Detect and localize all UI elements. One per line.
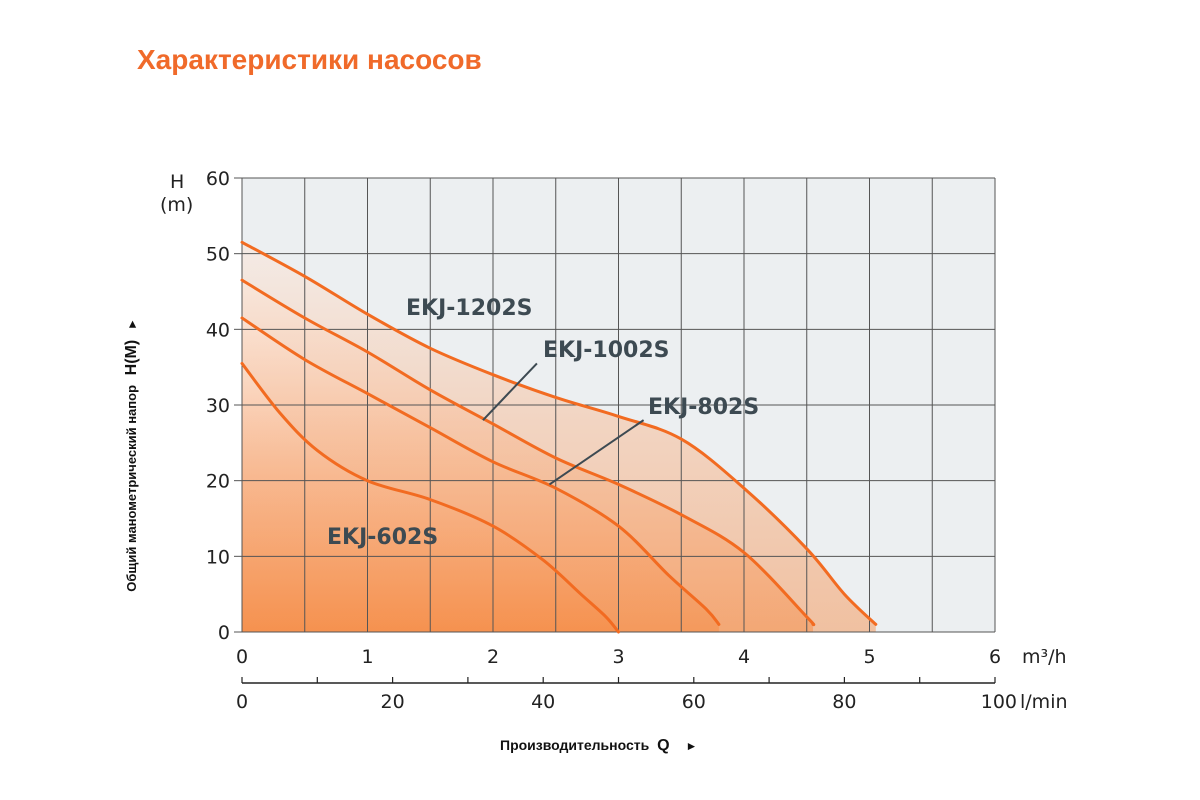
x-axis-arrow-icon: ► (685, 739, 698, 753)
series-label-EKJ-602S: EKJ-602S (327, 525, 438, 550)
x-axis-symbol: Q (657, 737, 670, 754)
x-unit-lmin: l/min (1020, 691, 1068, 713)
x-tick-label-m3h: 4 (738, 646, 750, 668)
series-line-EKJ-1202S (240, 240, 878, 626)
x-tick-label-lmin: 80 (832, 691, 856, 713)
series-line-EKJ-1002S (240, 278, 816, 627)
series-label-EKJ-1002S: EKJ-1002S (543, 338, 669, 363)
y-axis-arrow-icon: ► (125, 318, 139, 331)
x-tick-label-m3h: 6 (989, 646, 1001, 668)
y-unit-symbol: H (170, 171, 184, 193)
x-unit-m3h: m³/h (1022, 646, 1067, 668)
x-tick-label-lmin: 0 (236, 691, 248, 713)
y-tick-label: 10 (206, 546, 230, 568)
x-tick-label-lmin: 100 (981, 691, 1017, 713)
x-tick-label-m3h: 3 (612, 646, 624, 668)
y-tick-label: 50 (206, 244, 230, 266)
x-tick-label-m3h: 5 (863, 646, 875, 668)
x-axis-label: Производительность (500, 737, 650, 753)
y-axis-title: Общий манометрический напор H(М) ► (123, 318, 141, 591)
x-tick-label-lmin: 40 (531, 691, 555, 713)
x-tick-label-lmin: 60 (682, 691, 706, 713)
x-axis-title: Производительность Q ► (500, 737, 697, 755)
series-label-EKJ-802S: EKJ-802S (648, 395, 759, 420)
y-axis-label: Общий манометрический напор (124, 384, 139, 592)
leader-line-EKJ-1002S (482, 362, 538, 421)
series-area-EKJ-602S (242, 363, 619, 632)
y-tick-label: 20 (206, 471, 230, 493)
series-label-EKJ-1202S: EKJ-1202S (406, 296, 532, 321)
x-tick-label-m3h: 1 (361, 646, 373, 668)
x-tick-label-m3h: 2 (487, 646, 499, 668)
x-tick-label-lmin: 20 (381, 691, 405, 713)
x-tick-label-m3h: 0 (236, 646, 248, 668)
y-tick-label: 30 (206, 395, 230, 417)
y-tick-label: 60 (206, 168, 230, 190)
y-tick-label: 40 (206, 319, 230, 341)
y-unit-label: (m) (160, 194, 193, 216)
y-tick-label: 0 (218, 622, 230, 644)
leader-line-EKJ-802S (548, 419, 645, 486)
series-line-EKJ-602S (240, 361, 620, 634)
series-line-EKJ-802S (240, 316, 721, 626)
y-axis-symbol: H(М) (123, 339, 140, 376)
page-title: Характеристики насосов (137, 44, 482, 75)
